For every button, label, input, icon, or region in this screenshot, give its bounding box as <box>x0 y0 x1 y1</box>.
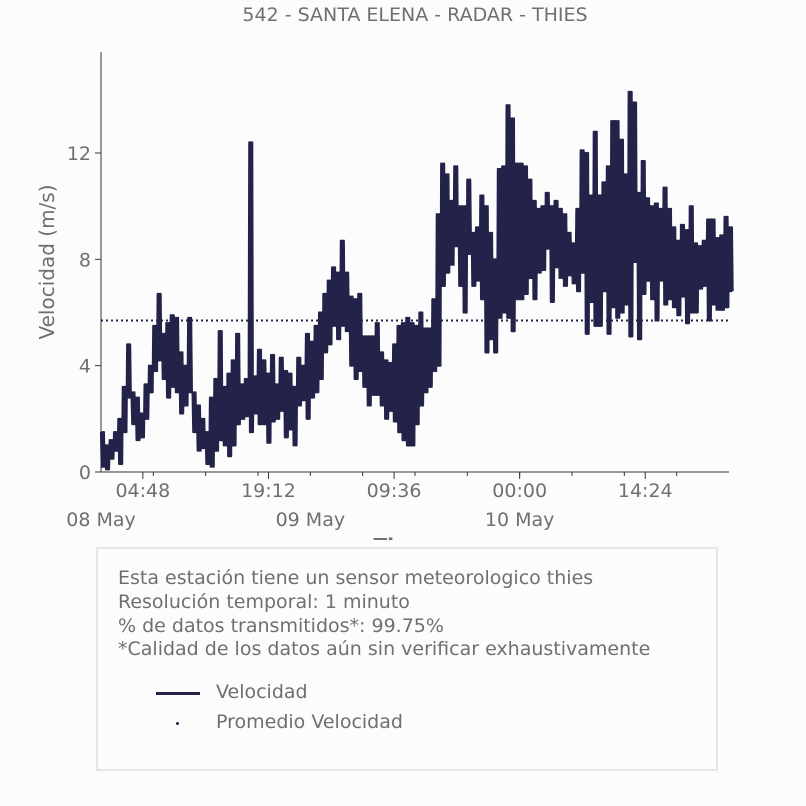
info-line-resolution: Resolución temporal: 1 minuto <box>118 591 410 613</box>
info-line-transmitted: % de datos transmitidos*: 99.75% <box>118 615 444 637</box>
x-date-label: 08 May <box>66 509 136 531</box>
y-tick-label: 12 <box>67 143 91 165</box>
y-tick-label: 0 <box>79 462 91 484</box>
x-tick-label: 19:12 <box>241 480 296 502</box>
y-tick-label: 8 <box>79 249 91 271</box>
chart-title: 542 - SANTA ELENA - RADAR - THIES <box>242 4 587 26</box>
series-velocidad-line <box>99 90 734 471</box>
y-axis-title: Velocidad (m/s) <box>35 184 59 339</box>
legend-box: Esta estación tiene un sensor meteorolog… <box>96 547 718 771</box>
x-tick-label: 14:24 <box>618 480 673 502</box>
x-tick-label: 00:00 <box>492 480 547 502</box>
x-tick-label: 09:36 <box>367 480 422 502</box>
info-line-quality-note: *Calidad de los datos aún sin verificar … <box>118 638 651 660</box>
chart-svg: 542 - SANTA ELENA - RADAR - THIES 0 4 8 12 04… <box>35 4 734 540</box>
legend-label-velocidad: Velocidad <box>216 681 308 703</box>
x-tick-label: 04:48 <box>115 480 170 502</box>
legend-item-velocidad: Velocidad <box>156 681 456 705</box>
legend-dot-swatch <box>176 722 179 725</box>
legend-item-promedio: Promedio Velocidad <box>156 711 456 735</box>
legend-line-swatch <box>156 692 200 695</box>
x-date-label: 09 May <box>276 509 346 531</box>
y-tick-label: 4 <box>79 356 91 378</box>
x-date-label: 10 May <box>485 509 555 531</box>
x-axis-title: Tiempo <box>374 534 457 540</box>
info-line-station: Esta estación tiene un sensor meteorolog… <box>118 567 594 589</box>
legend-label-promedio: Promedio Velocidad <box>216 711 403 733</box>
